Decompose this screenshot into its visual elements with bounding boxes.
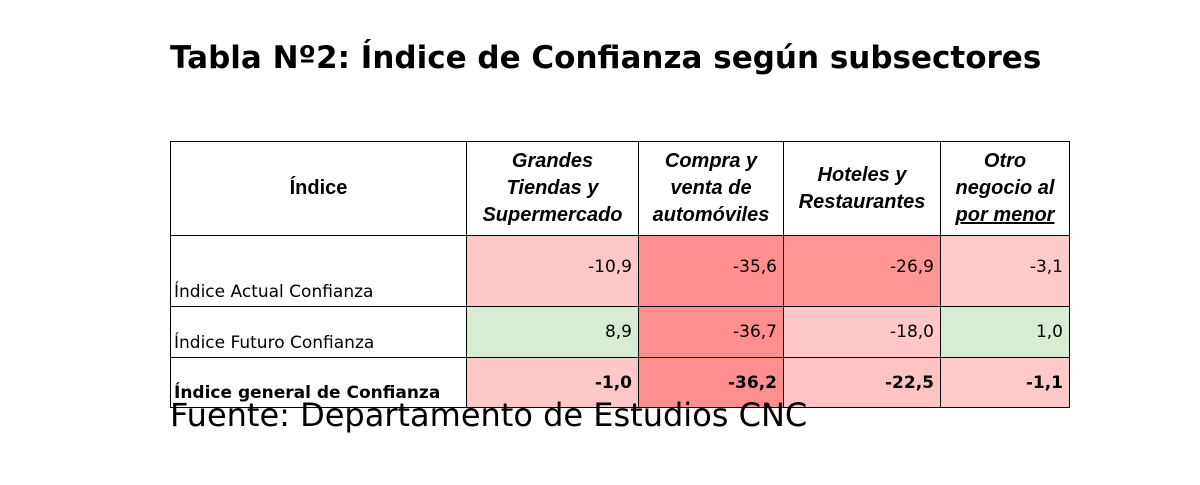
table-cell: -1,0: [466, 357, 639, 408]
header-index: Índice: [170, 141, 467, 236]
header-grandes-tiendas: Grandes Tiendas y Supermercado: [466, 141, 639, 236]
table-cell: -3,1: [940, 235, 1070, 307]
header-otro-negocio: Otro negocio al por menor: [940, 141, 1070, 236]
table-row: Índice Futuro Confianza 8,9 -36,7 -18,0 …: [170, 306, 1070, 358]
header-line: Restaurantes: [798, 190, 926, 213]
header-line: Otro: [983, 150, 1027, 172]
row-label: Índice general de Confianza: [170, 357, 467, 408]
header-line: Tiendas y: [506, 177, 599, 199]
table-cell: -36,2: [638, 357, 784, 408]
table-cell: -26,9: [783, 235, 941, 307]
table-cell: -35,6: [638, 235, 784, 307]
page-title: Tabla Nº2: Índice de Confianza según sub…: [170, 40, 1042, 76]
header-line: automóviles: [652, 204, 770, 226]
header-index-label: Índice: [289, 177, 348, 199]
table-row: Índice Actual Confianza -10,9 -35,6 -26,…: [170, 235, 1070, 307]
table-cell: 1,0: [940, 306, 1070, 358]
header-line: Supermercado: [482, 204, 623, 226]
table-header-row: Índice Grandes Tiendas y Supermercado Co…: [170, 141, 1070, 236]
header-hoteles-restaurantes: Hoteles y Restaurantes: [783, 141, 941, 236]
table-cell: -18,0: [783, 306, 941, 358]
header-line: venta de: [670, 177, 752, 199]
table-cell: 8,9: [466, 306, 639, 358]
table-cell: -1,1: [940, 357, 1070, 408]
table-cell: -36,7: [638, 306, 784, 358]
table-row: Índice general de Confianza -1,0 -36,2 -…: [170, 357, 1070, 408]
confidence-index-table: Índice Grandes Tiendas y Supermercado Co…: [170, 141, 1070, 408]
header-line: Compra y: [664, 150, 758, 172]
header-line: Grandes: [511, 150, 594, 172]
table-cell: -22,5: [783, 357, 941, 408]
header-line: negocio al: [955, 177, 1055, 199]
header-line: Hoteles y: [817, 163, 907, 186]
source-note: Fuente: Departamento de Estudios CNC: [170, 396, 808, 434]
row-label: Índice Futuro Confianza: [170, 306, 467, 358]
row-label: Índice Actual Confianza: [170, 235, 467, 307]
table-cell: -10,9: [466, 235, 639, 307]
header-line: por menor: [955, 204, 1055, 226]
header-compra-venta-automoviles: Compra y venta de automóviles: [638, 141, 784, 236]
